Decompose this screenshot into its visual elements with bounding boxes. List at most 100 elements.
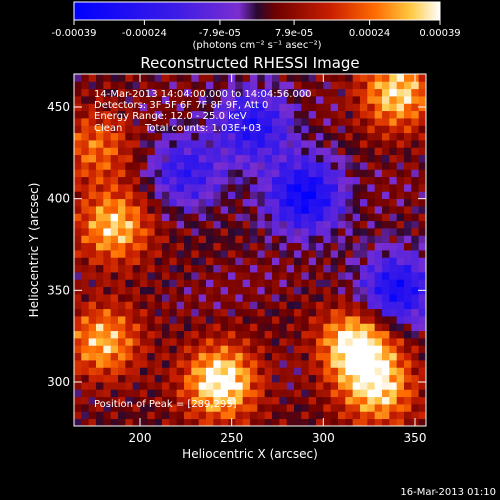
heatmap-cell	[279, 81, 288, 90]
heatmap-cell	[228, 301, 236, 310]
heatmap-cell	[154, 352, 163, 361]
heatmap-cell	[103, 162, 112, 170]
heatmap-cell	[374, 272, 383, 280]
heatmap-cell	[389, 162, 398, 170]
heatmap-cell	[411, 389, 420, 398]
heatmap-cell	[360, 176, 368, 185]
heatmap-cell	[345, 140, 354, 148]
heatmap-cell	[162, 191, 170, 200]
heatmap-cell	[184, 176, 192, 185]
heatmap-cell	[418, 418, 426, 426]
heatmap-cell	[213, 272, 222, 280]
heatmap-cell	[396, 352, 405, 361]
heatmap-cell	[176, 404, 185, 412]
heatmap-cell	[338, 411, 346, 420]
heatmap-cell	[301, 147, 310, 156]
heatmap-cell	[110, 316, 119, 324]
heatmap-cell	[272, 184, 280, 192]
heatmap-cell	[301, 206, 310, 214]
heatmap-cell	[294, 242, 302, 251]
heatmap-cell	[96, 338, 104, 346]
heatmap-cell	[308, 118, 317, 126]
heatmap-cell	[286, 96, 295, 104]
heatmap-cell	[140, 154, 148, 163]
heatmap-cell	[404, 213, 412, 222]
heatmap-cell	[96, 235, 104, 244]
heatmap-cell	[418, 411, 426, 420]
heatmap-cell	[389, 242, 398, 251]
heatmap-cell	[257, 308, 266, 317]
heatmap-cell	[316, 264, 324, 273]
heatmap-cell	[396, 140, 405, 148]
heatmap-cell	[352, 220, 361, 229]
heatmap-cell	[360, 110, 368, 119]
heatmap-cell	[404, 404, 412, 412]
heatmap-cell	[220, 330, 229, 339]
heatmap-cell	[418, 257, 426, 266]
heatmap-cell	[360, 396, 368, 405]
heatmap-cell	[147, 389, 156, 398]
heatmap-cell	[308, 411, 317, 420]
heatmap-cell	[418, 242, 426, 251]
heatmap-cell	[418, 404, 426, 412]
heatmap-cell	[264, 147, 273, 156]
heatmap-cell	[308, 81, 317, 90]
heatmap-cell	[330, 191, 339, 200]
heatmap-cell	[110, 301, 119, 310]
heatmap-cell	[81, 272, 90, 280]
heatmap-cell	[404, 147, 412, 156]
heatmap-cell	[220, 110, 229, 119]
heatmap-cell	[191, 103, 200, 112]
heatmap-cell	[220, 184, 229, 192]
heatmap-cell	[154, 308, 163, 317]
heatmap-cell	[338, 147, 346, 156]
heatmap-cell	[286, 279, 295, 288]
heatmap-cell	[81, 396, 90, 405]
heatmap-cell	[220, 206, 229, 214]
heatmap-cell	[257, 367, 266, 376]
heatmap-cell	[198, 184, 207, 192]
heatmap-cell	[264, 308, 273, 317]
heatmap-cell	[110, 206, 119, 214]
heatmap-cell	[228, 345, 236, 354]
heatmap-cell	[242, 162, 251, 170]
heatmap-cell	[367, 235, 376, 244]
heatmap-cell	[176, 257, 185, 266]
heatmap-cell	[396, 228, 405, 236]
heatmap-cell	[220, 323, 229, 332]
heatmap-cell	[308, 74, 317, 82]
heatmap-cell	[389, 389, 398, 398]
heatmap-cell	[308, 235, 317, 244]
heatmap-cell	[264, 154, 273, 163]
heatmap-cell	[308, 191, 317, 200]
heatmap-cell	[279, 213, 288, 222]
heatmap-cell	[235, 162, 244, 170]
heatmap-cell	[279, 250, 288, 258]
heatmap-cell	[330, 242, 339, 251]
heatmap-cell	[235, 118, 244, 126]
heatmap-cell	[162, 235, 170, 244]
heatmap-cell	[235, 242, 244, 251]
heatmap-cell	[220, 132, 229, 141]
heatmap-cell	[213, 257, 222, 266]
heatmap-cell	[301, 191, 310, 200]
heatmap-cell	[228, 286, 236, 295]
heatmap-cell	[96, 301, 104, 310]
heatmap-cell	[140, 140, 148, 148]
heatmap-cell	[323, 147, 332, 156]
heatmap-cell	[396, 206, 405, 214]
heatmap-cell	[198, 345, 207, 354]
heatmap-cell	[330, 382, 339, 390]
heatmap-cell	[147, 206, 156, 214]
heatmap-cell	[132, 88, 141, 97]
heatmap-cell	[352, 96, 361, 104]
heatmap-cell	[235, 352, 244, 361]
heatmap-cell	[345, 96, 354, 104]
heatmap-cell	[88, 162, 97, 170]
heatmap-cell	[411, 228, 420, 236]
heatmap-cell	[235, 147, 244, 156]
heatmap-cell	[308, 418, 317, 426]
heatmap-cell	[154, 382, 163, 390]
heatmap-cell	[250, 88, 258, 97]
heatmap-cell	[206, 411, 214, 420]
